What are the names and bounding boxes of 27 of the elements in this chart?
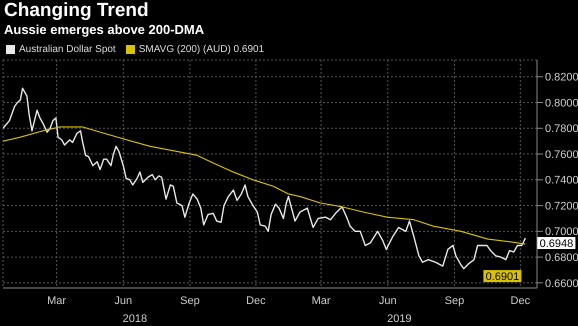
annotation: 0.6901	[486, 271, 520, 284]
y-tick-label: 0.8200	[545, 72, 578, 84]
y-tick-label: 0.7600	[545, 148, 578, 161]
y-tick-label: 0.6600	[545, 278, 578, 290]
legend-label: SMAVG (200) (AUD) 0.6901	[138, 44, 264, 55]
x-tick-label: Jun	[114, 294, 132, 307]
y-tick-label: 0.7200	[545, 200, 578, 212]
y-tick-label: 0.7000	[545, 226, 578, 238]
chart-subtitle: Aussie emerges above 200-DMA	[4, 22, 204, 37]
x-tick-label: Mar	[312, 294, 331, 307]
annotation: 0.6948	[540, 238, 574, 250]
x-tick-label: Sep	[180, 294, 200, 307]
x2-tick-label: 2019	[387, 312, 412, 325]
legend-label: Australian Dollar Spot	[19, 44, 116, 55]
y-tick-label: 0.7400	[545, 174, 578, 187]
line-series	[3, 126, 526, 245]
line-series	[3, 88, 526, 270]
x-tick-label: Dec	[510, 294, 531, 307]
x2-tick-label: 2018	[122, 312, 148, 325]
y-tick-label: 0.7800	[545, 123, 578, 136]
x-tick-label: Jun	[378, 294, 397, 307]
x-tick-label: Sep	[444, 294, 464, 307]
x-tick-label: Dec	[246, 294, 266, 307]
y-tick-label: 0.8000	[545, 97, 578, 110]
x-tick-label: Mar	[47, 294, 66, 307]
chart-title: Changing Trend	[4, 0, 149, 22]
y-tick-label: 0.6800	[545, 252, 578, 264]
